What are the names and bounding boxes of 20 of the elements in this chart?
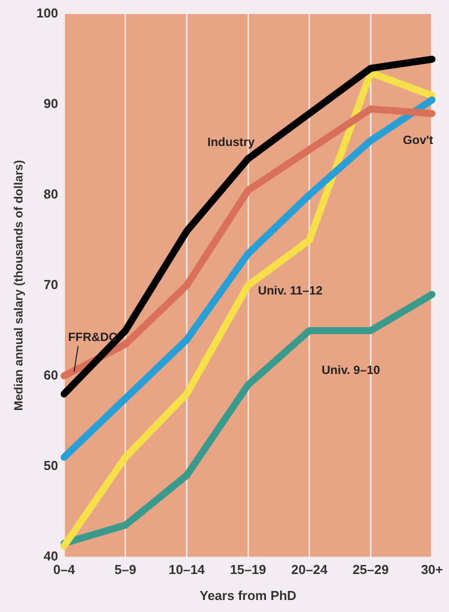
series-label: Gov't [402, 132, 434, 147]
y-axis-title: Median annual salary (thousands of dollars) [12, 160, 26, 411]
x-tick-label: 0–4 [53, 562, 76, 578]
y-tick-label: 70 [44, 276, 58, 292]
x-tick-label: 10–14 [168, 562, 206, 578]
y-tick-label: 90 [44, 96, 58, 112]
y-tick-label: 60 [44, 367, 58, 382]
y-tick-label: 80 [44, 186, 58, 202]
x-tick-label: 20–24 [291, 562, 328, 578]
text: Univ. 9–10 [322, 362, 380, 377]
x-axis-title: Years from PhD [200, 588, 296, 603]
x-tick-label: 5–9 [114, 562, 136, 578]
y-tick-label: 40 [44, 548, 58, 564]
y-tick-label: 50 [44, 458, 58, 473]
x-tick-label: 25–29 [352, 562, 389, 578]
x-tick-label: 30+ [420, 562, 444, 578]
series-label: Univ. 11–12 [258, 284, 323, 298]
x-tick-label: 15–19 [230, 562, 266, 578]
y-tick-label: 100 [36, 6, 58, 21]
series-label: Industry [207, 135, 256, 150]
